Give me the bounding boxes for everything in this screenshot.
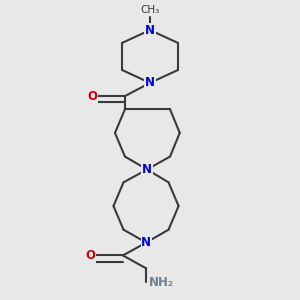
Text: NH₂: NH₂ bbox=[149, 276, 174, 289]
Text: O: O bbox=[85, 249, 95, 262]
Text: N: N bbox=[145, 24, 155, 37]
Text: O: O bbox=[87, 90, 97, 103]
Text: N: N bbox=[142, 163, 152, 176]
Text: N: N bbox=[141, 236, 151, 249]
Text: CH₃: CH₃ bbox=[140, 5, 160, 15]
Text: N: N bbox=[145, 76, 155, 89]
